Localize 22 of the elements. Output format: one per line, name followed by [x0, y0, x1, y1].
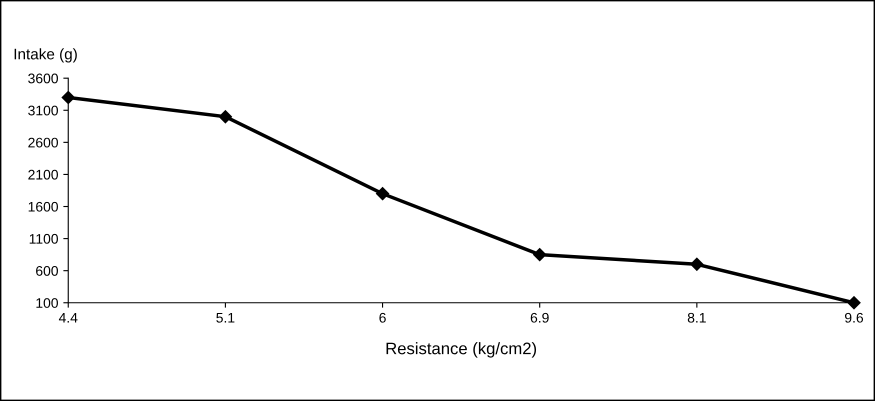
y-tick-label: 3600 — [28, 74, 58, 84]
x-tick-label: 4.4 — [58, 312, 78, 323]
point — [376, 187, 390, 200]
y-tick-label: 600 — [36, 266, 58, 276]
x-axis-title: Resistance (kg/cm2) — [386, 342, 536, 358]
point — [62, 90, 75, 104]
point — [533, 248, 546, 262]
x-tick-label: 6.9 — [530, 312, 549, 323]
x-tick-label: 8.1 — [688, 312, 706, 323]
x-tick-label: 6 — [379, 312, 386, 323]
y-tick-label: 2100 — [28, 170, 58, 180]
y-tick-label: 1600 — [28, 202, 58, 212]
point — [690, 258, 704, 271]
x-tick-label: 5.1 — [216, 312, 234, 323]
y-tick-label: 1100 — [30, 234, 58, 244]
y-tick-label: 3100 — [28, 106, 58, 116]
point — [847, 296, 861, 310]
y-tick-label: 100 — [36, 298, 58, 308]
y-axis-title: Intake (g) — [14, 48, 77, 62]
y-tick-label: 2600 — [28, 138, 58, 148]
point — [218, 110, 232, 124]
x-tick-label: 9.6 — [845, 312, 864, 323]
